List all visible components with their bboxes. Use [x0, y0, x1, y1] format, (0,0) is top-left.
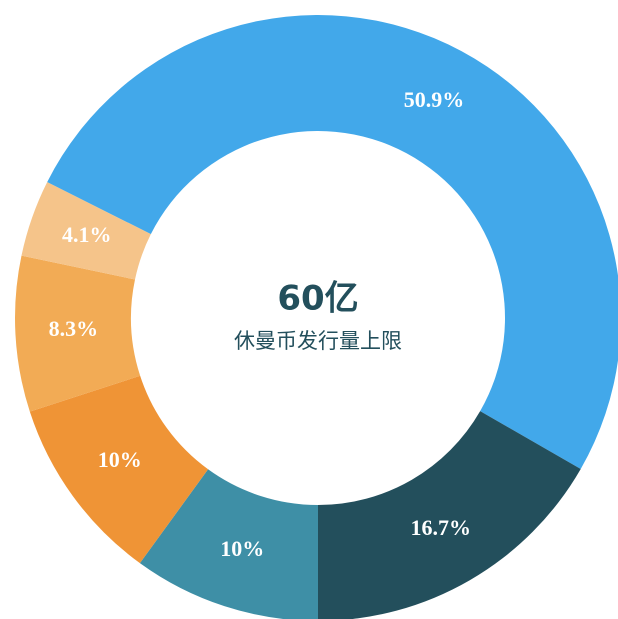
donut-segment [15, 255, 141, 412]
value-label: 8.3% [49, 316, 99, 341]
value-label: 16.7% [410, 515, 471, 540]
donut-segment [318, 411, 581, 619]
donut-segment [29, 375, 209, 564]
value-label: 4.1% [62, 222, 112, 247]
value-label: 10% [220, 536, 264, 561]
value-label: 50.9% [404, 87, 465, 112]
donut-segment [21, 182, 151, 280]
center-subtitle: 休曼币发行量上限 [234, 329, 402, 353]
value-label: 10% [98, 447, 142, 472]
center-title: 60亿 [277, 279, 358, 319]
donut-segment [47, 15, 618, 469]
donut-segment [139, 469, 318, 619]
